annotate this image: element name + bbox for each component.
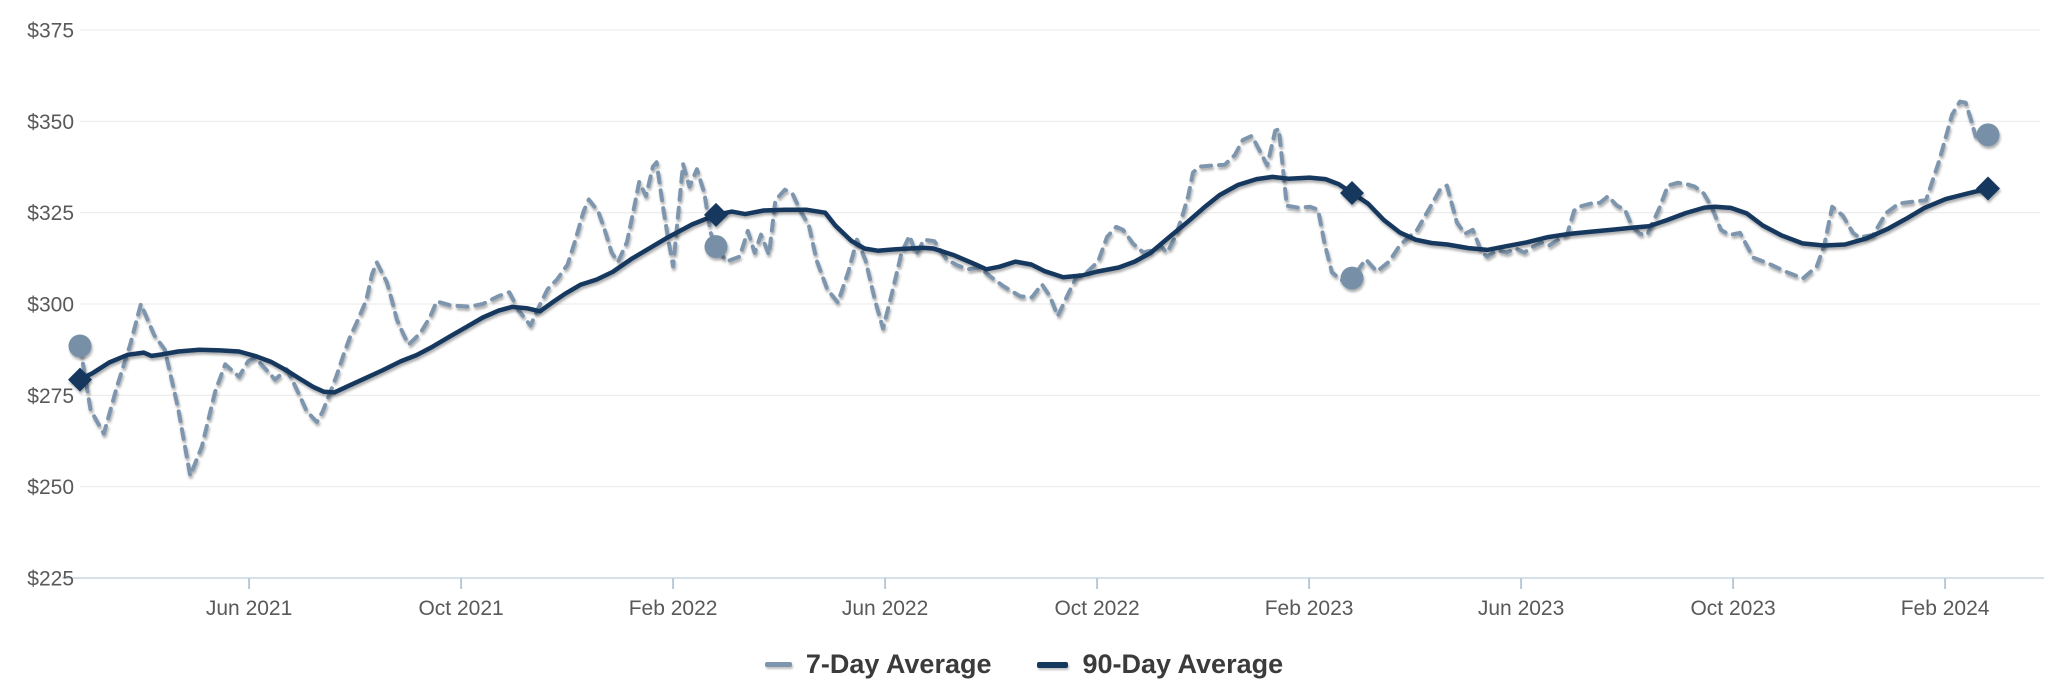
- data-point-marker-diamond[interactable]: [704, 202, 728, 227]
- x-axis: Jun 2021 Oct 2021 Feb 2022 Jun 2022 Oct 2022…: [62, 577, 2044, 620]
- legend-item-90-day-average[interactable]: 90-Day Average: [1037, 649, 1283, 680]
- x-tick-label: Jun 2021: [206, 597, 292, 620]
- y-tick-label: $250: [27, 476, 74, 499]
- data-point-marker-circle[interactable]: [704, 235, 728, 259]
- legend-label-7-day: 7-Day Average: [805, 649, 992, 679]
- legend-item-7-day-average[interactable]: 7-Day Average: [764, 649, 992, 680]
- series-line-90-day-average[interactable]: [77, 174, 1991, 395]
- x-tick-label: Feb 2024: [1901, 597, 1990, 620]
- x-tick-label: Feb 2023: [1265, 597, 1354, 620]
- y-tick-label: $350: [27, 111, 74, 134]
- legend-label-90-day: 90-Day Average: [1082, 649, 1284, 679]
- data-point-marker-diamond[interactable]: [68, 367, 92, 392]
- x-tick-label: Oct 2023: [1690, 597, 1775, 620]
- y-tick-label: $275: [27, 385, 74, 408]
- x-tick-label: Jun 2023: [1478, 597, 1564, 620]
- y-tick-label: $300: [27, 294, 74, 317]
- data-point-marker-circle[interactable]: [1340, 266, 1364, 290]
- series-line-7-day-average[interactable]: [78, 99, 1990, 478]
- y-tick-label: $375: [27, 20, 74, 43]
- y-tick-label: $325: [27, 202, 74, 225]
- dashed-line-swatch-icon: [764, 662, 792, 667]
- data-point-marker-circle[interactable]: [1976, 123, 2000, 147]
- y-axis: $375 $350 $325 $300 $275 $250 $225: [27, 20, 74, 591]
- data-point-marker-diamond[interactable]: [1976, 176, 2000, 201]
- chart-legend: 7-Day Average 90-Day Average: [0, 649, 2048, 680]
- x-tick-label: Feb 2022: [629, 597, 718, 620]
- y-tick-label: $225: [27, 568, 74, 591]
- x-tick-label: Oct 2021: [418, 597, 503, 620]
- data-point-marker-circle[interactable]: [68, 334, 92, 358]
- gridlines: [80, 29, 2040, 488]
- markers-90-day: [68, 176, 2000, 392]
- solid-line-swatch-icon: [1037, 661, 1069, 668]
- markers-7-day: [68, 123, 2000, 358]
- data-point-marker-diamond[interactable]: [1340, 180, 1364, 205]
- x-tick-label: Oct 2022: [1054, 597, 1139, 620]
- x-tick-label: Jun 2022: [842, 597, 928, 620]
